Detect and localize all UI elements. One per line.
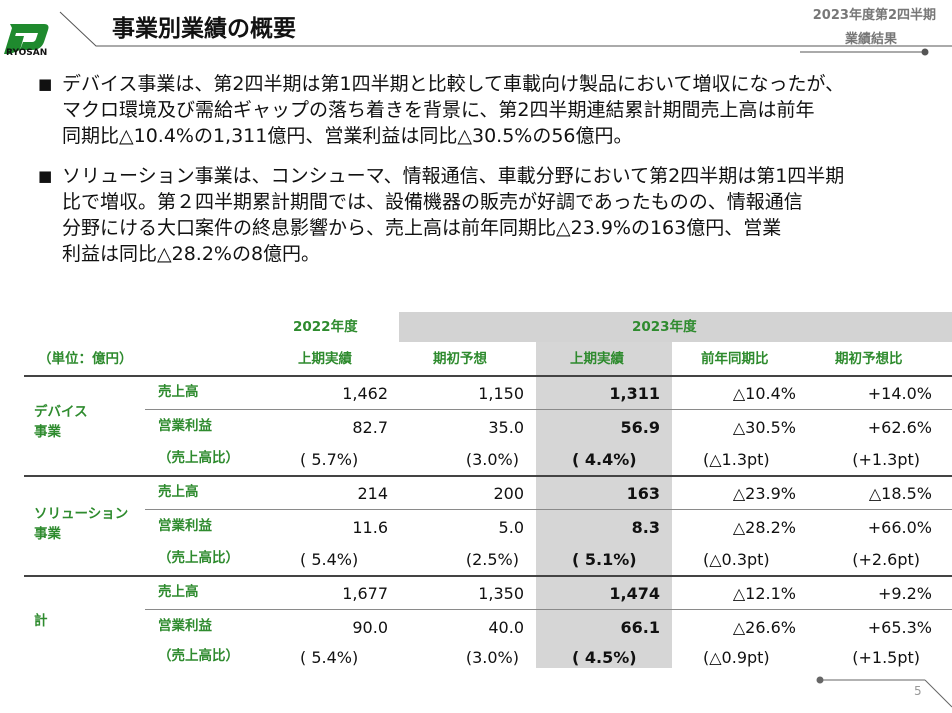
value-yoy: (△0.9pt) (703, 648, 770, 667)
value-yoy: △28.2% (732, 518, 796, 537)
table-rule (145, 609, 952, 610)
row-label-sales: 売上高 (158, 484, 199, 500)
highlight-column-background (536, 342, 672, 668)
value-fy2023-forecast: 200 (493, 484, 524, 503)
logo-text: RYOSAN (6, 48, 48, 58)
value-fy2023-actual: 1,474 (609, 584, 660, 603)
bullet-text-line: 比で増収。第２四半期累計期間では、設備機器の販売が好調であったものの、情報通信 (62, 191, 803, 213)
value-fy2022-actual: 1,462 (342, 384, 388, 403)
segment-name-line: 計 (34, 613, 48, 629)
segment-name-device: デバイス 事業 (34, 402, 88, 442)
square-bullet-icon: ■ (38, 75, 53, 93)
value-yoy: △10.4% (732, 384, 796, 403)
unit-label: （単位：億円） (38, 351, 133, 367)
value-fy2023-actual: ( 4.4%) (572, 450, 637, 469)
row-label-sales: 売上高 (158, 584, 199, 600)
value-fy2022-actual: ( 5.7%) (300, 450, 359, 469)
header-decoration (59, 11, 952, 56)
value-vs-forecast: +65.3% (867, 618, 932, 637)
bullet-text-line: 分野にける大口案件の終息影響から、売上高は前年同期比△23.9%の163億円、営… (62, 217, 782, 239)
value-vs-forecast: +62.6% (867, 418, 932, 437)
value-fy2023-forecast: 5.0 (498, 518, 524, 537)
bullet-text-line: 利益は同比△28.2%の8億円。 (62, 243, 321, 265)
value-yoy: △30.5% (732, 418, 796, 437)
value-fy2023-actual: 8.3 (631, 518, 660, 537)
row-label-operating-profit: 営業利益 (158, 618, 212, 634)
value-vs-forecast: △18.5% (868, 484, 932, 503)
footer-decoration (816, 676, 952, 708)
value-fy2023-actual: 56.9 (620, 418, 660, 437)
page-title: 事業別業績の概要 (112, 16, 296, 42)
table-rule (24, 475, 952, 477)
value-fy2023-forecast: 40.0 (488, 618, 524, 637)
value-vs-forecast: (+2.6pt) (852, 550, 920, 569)
column-header: 上期実績 (298, 351, 352, 367)
value-fy2023-forecast: (3.0%) (465, 450, 519, 469)
segment-name-solution: ソリューション 事業 (34, 504, 128, 544)
value-yoy: (△1.3pt) (703, 450, 770, 469)
table-rule (145, 409, 952, 410)
value-fy2023-actual: 163 (626, 484, 660, 503)
segment-name-line: 事業 (34, 526, 61, 542)
row-label-operating-profit: 営業利益 (158, 518, 212, 534)
bullet-text-line: 同期比△10.4%の1,311億円、営業利益は同比△30.5%の56億円。 (62, 125, 633, 147)
bullet-text-line: ソリューション事業は、コンシューマ、情報通信、車載分野において第2四半期は第1四… (62, 165, 845, 187)
value-fy2023-actual: ( 4.5%) (572, 648, 637, 667)
column-header: 期初予想比 (835, 351, 903, 367)
column-header: 上期実績 (570, 351, 624, 367)
square-bullet-icon: ■ (38, 167, 53, 185)
value-fy2023-forecast: (2.5%) (465, 550, 519, 569)
value-fy2022-actual: 1,677 (342, 584, 388, 603)
value-fy2022-actual: ( 5.4%) (300, 648, 359, 667)
value-fy2023-forecast: 35.0 (488, 418, 524, 437)
column-header: 期初予想 (433, 351, 487, 367)
value-fy2022-actual: 90.0 (352, 618, 388, 637)
row-label-margin: （売上高比） (158, 450, 239, 466)
ryosan-logo-icon (4, 24, 49, 54)
value-fy2022-actual: ( 5.4%) (300, 550, 359, 569)
row-label-operating-profit: 営業利益 (158, 418, 212, 434)
segment-name-total: 計 (34, 610, 48, 632)
row-label-sales: 売上高 (158, 384, 199, 400)
table-rule (24, 575, 952, 577)
table-rule (24, 375, 952, 377)
value-fy2022-actual: 11.6 (352, 518, 388, 537)
value-vs-forecast: +14.0% (867, 384, 932, 403)
fy2023-header: 2023年度 (632, 319, 697, 335)
value-yoy: △12.1% (732, 584, 796, 603)
table-rule (145, 509, 952, 510)
value-fy2023-forecast: (3.0%) (465, 648, 519, 667)
value-fy2023-actual: ( 5.1%) (572, 550, 637, 569)
period-label: 2023年度第2四半期 (812, 8, 936, 23)
value-fy2023-actual: 66.1 (620, 618, 660, 637)
value-fy2022-actual: 214 (357, 484, 388, 503)
value-fy2023-forecast: 1,150 (478, 384, 524, 403)
row-label-margin: （売上高比） (158, 648, 239, 664)
value-vs-forecast: (+1.5pt) (852, 648, 920, 667)
column-header: 前年同期比 (701, 351, 769, 367)
value-yoy: △26.6% (732, 618, 796, 637)
segment-name-line: 事業 (34, 424, 61, 440)
value-vs-forecast: (+1.3pt) (852, 450, 920, 469)
value-vs-forecast: +66.0% (867, 518, 932, 537)
bullet-text-line: マクロ環境及び需給ギャップの落ち着きを背景に、第2四半期連結累計期間売上高は前年 (62, 99, 815, 121)
value-yoy: (△0.3pt) (703, 550, 770, 569)
fy2022-header: 2022年度 (293, 319, 358, 335)
value-fy2022-actual: 82.7 (352, 418, 388, 437)
value-fy2023-actual: 1,311 (609, 384, 660, 403)
segment-name-line: デバイス (34, 404, 88, 420)
value-vs-forecast: +9.2% (877, 584, 932, 603)
bullet-text-line: デバイス事業は、第2四半期は第1四半期と比較して車載向け製品において増収になった… (62, 73, 845, 95)
fy2023-header-background (399, 312, 952, 342)
page-number: 5 (914, 684, 922, 698)
period-sublabel: 業績結果 (844, 32, 897, 47)
row-label-margin: （売上高比） (158, 550, 239, 566)
value-yoy: △23.9% (732, 484, 796, 503)
segment-name-line: ソリューション (34, 506, 129, 522)
value-fy2023-forecast: 1,350 (478, 584, 524, 603)
